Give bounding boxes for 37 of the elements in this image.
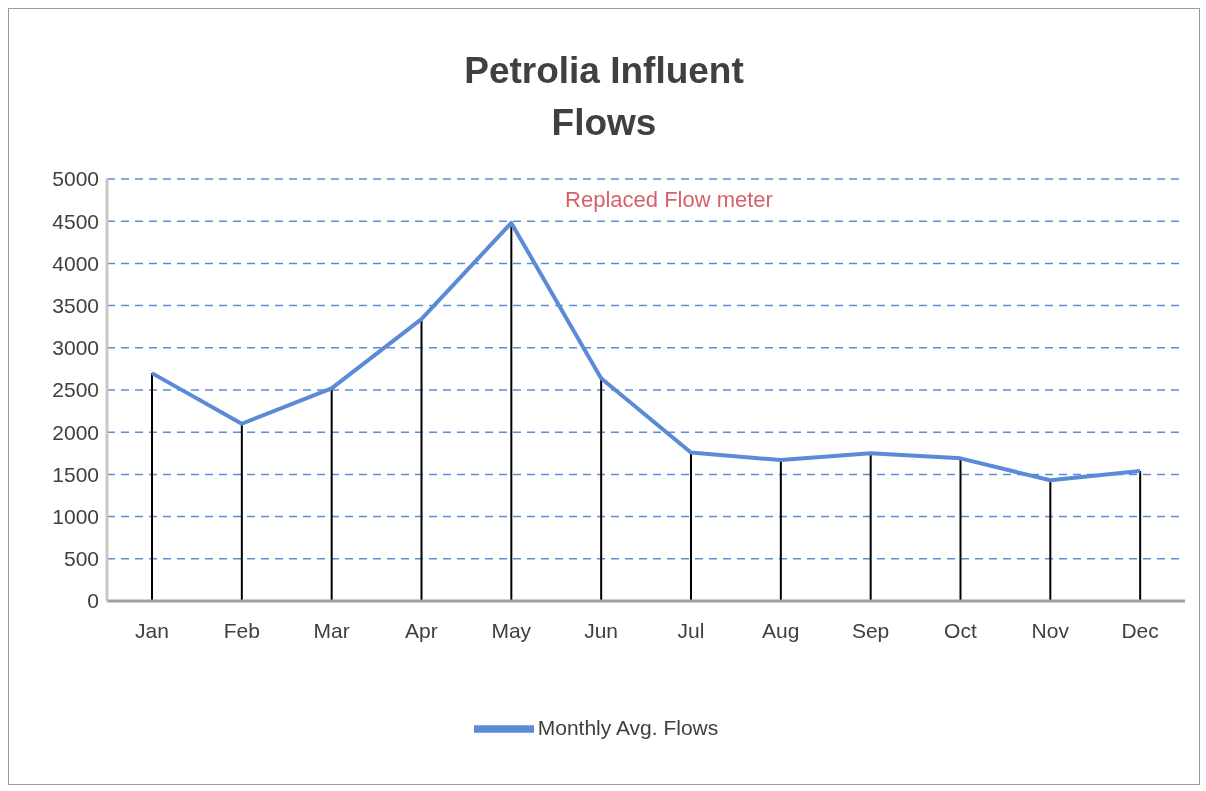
bar xyxy=(600,378,603,601)
x-tick-label: Jun xyxy=(584,618,619,642)
y-tick-label: 2000 xyxy=(52,420,99,444)
bar xyxy=(420,319,423,601)
bar xyxy=(240,423,243,601)
x-tick-label: May xyxy=(491,618,532,642)
y-tick-label: 1000 xyxy=(52,505,99,529)
bar xyxy=(1139,471,1142,601)
y-tick-label: 4500 xyxy=(52,209,99,233)
bar xyxy=(330,388,333,601)
x-tick-label: Aug xyxy=(762,618,800,642)
bar xyxy=(869,453,872,601)
x-tick-label: Nov xyxy=(1031,618,1070,642)
bar xyxy=(151,373,153,601)
y-tick-label: 3500 xyxy=(52,294,99,318)
y-tick-label: 500 xyxy=(63,547,99,571)
x-tick-label: Oct xyxy=(944,618,977,642)
y-tick-label: 2500 xyxy=(52,378,99,402)
legend-label: Monthly Avg. Flows xyxy=(537,715,719,739)
y-tick-label: 5000 xyxy=(52,167,99,191)
bar xyxy=(959,458,962,601)
chart-title: Petrolia Influent Flows xyxy=(463,49,745,145)
bar xyxy=(1049,480,1052,601)
x-tick-label: Jul xyxy=(677,618,705,642)
bar xyxy=(690,452,692,601)
x-tick-label: Mar xyxy=(313,618,350,642)
y-tick-label: 1500 xyxy=(52,462,99,486)
y-tick-label: 0 xyxy=(87,589,99,613)
x-tick-label: Sep xyxy=(851,618,890,642)
x-tick-label: Jan xyxy=(134,618,169,642)
x-tick-label: Dec xyxy=(1121,618,1159,642)
x-tick-label: Apr xyxy=(405,618,438,642)
x-tick-label: Feb xyxy=(223,618,260,642)
y-tick-label: 3000 xyxy=(52,336,99,360)
annotation: Replaced Flow meter xyxy=(564,187,774,213)
bar xyxy=(779,460,782,601)
y-tick-label: 4000 xyxy=(52,251,99,275)
